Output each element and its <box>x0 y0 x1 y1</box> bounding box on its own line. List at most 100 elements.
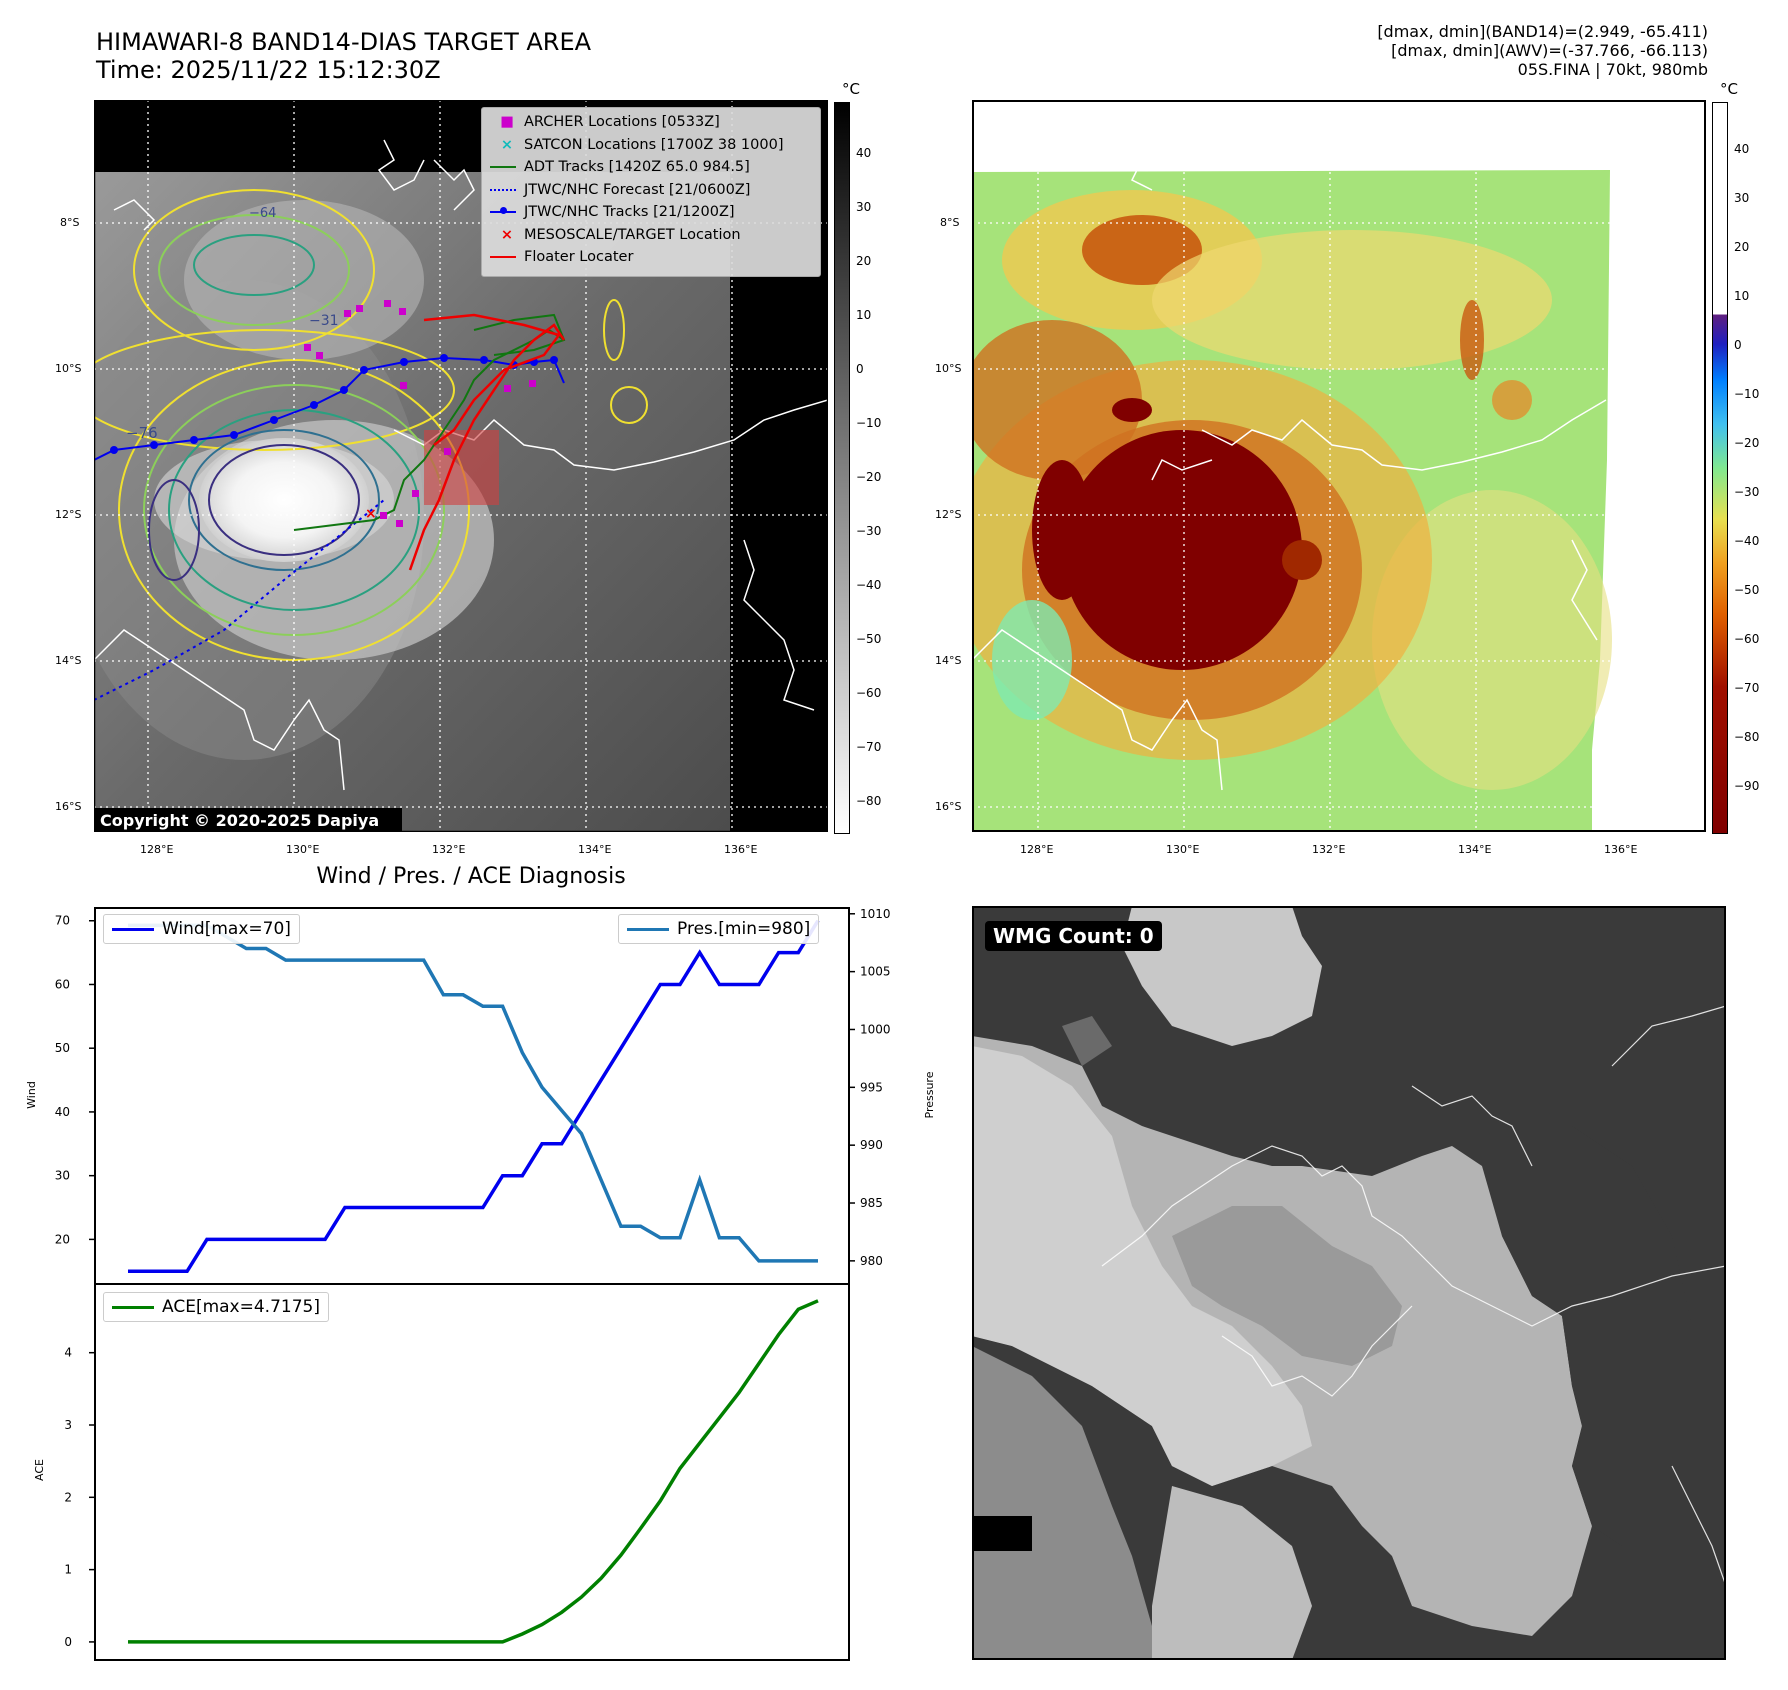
lat-label: 12°S <box>55 508 82 521</box>
ace-axis-ticks: 0 1 2 3 4 <box>64 1346 95 1649</box>
tick-label: 985 <box>860 1196 883 1210</box>
legend-item: Floater Locater <box>490 246 783 269</box>
contour-label: −64 <box>249 206 276 221</box>
magenta-square-icon: ■ <box>500 114 514 130</box>
coastline <box>94 139 828 791</box>
red-x-icon: × <box>500 226 514 243</box>
awv-core <box>1062 430 1302 670</box>
lat-label: 10°S <box>935 362 962 375</box>
awv-map-panel <box>972 100 1706 832</box>
lon-label: 130°E <box>1166 843 1200 856</box>
tick-label: 50 <box>55 1041 70 1055</box>
pressure-axis-ticks: 980 985 990 995 1000 1005 1010 <box>849 907 891 1268</box>
title-line-2: Time: 2025/11/22 15:12:30Z <box>96 56 441 84</box>
green-line-icon <box>490 156 524 179</box>
wind-axis-ticks: 20 30 40 50 60 70 <box>55 914 95 1246</box>
wind-axis-label: Wind <box>25 1081 38 1109</box>
tick-label: 60 <box>55 977 70 991</box>
blue-dotted-line-icon <box>490 179 524 202</box>
tick-label: 1 <box>64 1563 72 1577</box>
lon-label: 132°E <box>432 843 466 856</box>
awv-colorbar <box>1712 102 1728 834</box>
lat-label: 16°S <box>935 800 962 813</box>
lat-label: 16°S <box>55 800 82 813</box>
awv-colorbar-unit: °C <box>1720 80 1738 98</box>
mesoscale-target-marker: × <box>365 506 377 522</box>
pressure-legend: Pres.[min=980] <box>618 914 820 944</box>
mesoscale-box <box>424 430 499 505</box>
tick-label: 1005 <box>860 965 891 979</box>
legend-item: JTWC/NHC Tracks [21/1200Z] <box>490 201 783 224</box>
lat-label: 8°S <box>940 216 960 229</box>
diagnosis-title: Wind / Pres. / ACE Diagnosis <box>316 864 626 889</box>
tick-label: 1010 <box>860 907 891 921</box>
wmg-frame <box>972 906 1726 1660</box>
legend-item: ■ ARCHER Locations [0533Z] <box>490 111 783 134</box>
ir-colorbar-unit: °C <box>842 80 860 98</box>
tick-label: 70 <box>55 914 70 928</box>
ace-axis-label: ACE <box>33 1459 46 1481</box>
wmg-coastline <box>1101 1005 1726 1587</box>
lon-label: 132°E <box>1312 843 1346 856</box>
wmg-count-badge: WMG Count: 0 <box>985 921 1162 951</box>
stat-line-1: [dmax, dmin](BAND14)=(2.949, -65.411) <box>1377 22 1708 41</box>
tick-label: 40 <box>55 1105 70 1119</box>
ace-legend-icon <box>112 1305 154 1309</box>
title-line-1: HIMAWARI-8 BAND14-DIAS TARGET AREA <box>96 28 592 56</box>
tick-label: 2 <box>64 1490 72 1504</box>
legend-item: × SATCON Locations [1700Z 38 1000] <box>490 134 784 157</box>
series-line-pressure <box>128 923 818 1263</box>
series-line-wind <box>128 919 820 1274</box>
legend-item: JTWC/NHC Forecast [21/0600Z] <box>490 179 783 202</box>
lat-label: 12°S <box>935 508 962 521</box>
lat-label: 8°S <box>60 216 80 229</box>
wmg-black-patch <box>972 1516 1032 1551</box>
map-frame <box>94 100 828 832</box>
wind-legend-icon <box>112 927 154 931</box>
tick-label: 30 <box>55 1169 70 1183</box>
lon-label: 130°E <box>286 843 320 856</box>
awv-frame <box>972 100 1706 832</box>
stat-line-2: [dmax, dmin](AWV)=(-37.766, -66.113) <box>1391 41 1708 60</box>
contour-label: −76 <box>126 424 158 442</box>
lat-label: 10°S <box>55 362 82 375</box>
awv-gridlines <box>972 100 1706 832</box>
series-line-ace <box>128 1299 819 1644</box>
lon-label: 136°E <box>724 843 758 856</box>
jtwc-track-points <box>110 354 558 454</box>
ir-legend: ■ ARCHER Locations [0533Z] × SATCON Locati… <box>481 107 821 277</box>
legend-item: × MESOSCALE/TARGET Location <box>490 224 783 247</box>
awv-coastline <box>972 139 1607 791</box>
stat-line-3: 05S.FINA | 70kt, 980mb <box>1517 60 1708 79</box>
figure-title: HIMAWARI-8 BAND14-DIAS TARGET AREA Time:… <box>96 28 591 84</box>
tick-label: 995 <box>860 1080 883 1094</box>
tick-label: 990 <box>860 1138 883 1152</box>
tick-label: 4 <box>64 1346 72 1360</box>
wind-legend: Wind[max=70] <box>103 914 300 944</box>
stats-header: [dmax, dmin](BAND14)=(2.949, -65.411) [d… <box>1377 22 1708 79</box>
red-line-icon <box>490 246 524 269</box>
copyright-label: Copyright © 2020-2025 Dapiya <box>100 811 379 830</box>
tick-label: 3 <box>64 1418 72 1432</box>
lat-label: 14°S <box>55 654 82 667</box>
lon-label: 128°E <box>140 843 174 856</box>
tick-label: 1000 <box>860 1022 891 1036</box>
tick-label: 0 <box>64 1635 72 1649</box>
tick-label: 980 <box>860 1254 883 1268</box>
lon-label: 136°E <box>1604 843 1638 856</box>
cyan-x-icon: × <box>500 136 514 153</box>
pressure-legend-icon <box>627 927 669 931</box>
legend-item: ADT Tracks [1420Z 65.0 984.5] <box>490 156 783 179</box>
tick-label: 20 <box>55 1232 70 1246</box>
ir-colorbar <box>834 102 850 834</box>
blue-dot-line-icon <box>490 201 524 224</box>
archer-locations <box>304 300 536 527</box>
contour-label: −31 <box>309 313 339 329</box>
lon-label: 128°E <box>1020 843 1054 856</box>
lat-label: 14°S <box>935 654 962 667</box>
wmg-panel <box>972 906 1726 1660</box>
ace-axes <box>94 1283 850 1661</box>
cyclone-core <box>199 438 369 562</box>
lon-label: 134°E <box>1458 843 1492 856</box>
wind-pres-axes <box>94 907 850 1285</box>
